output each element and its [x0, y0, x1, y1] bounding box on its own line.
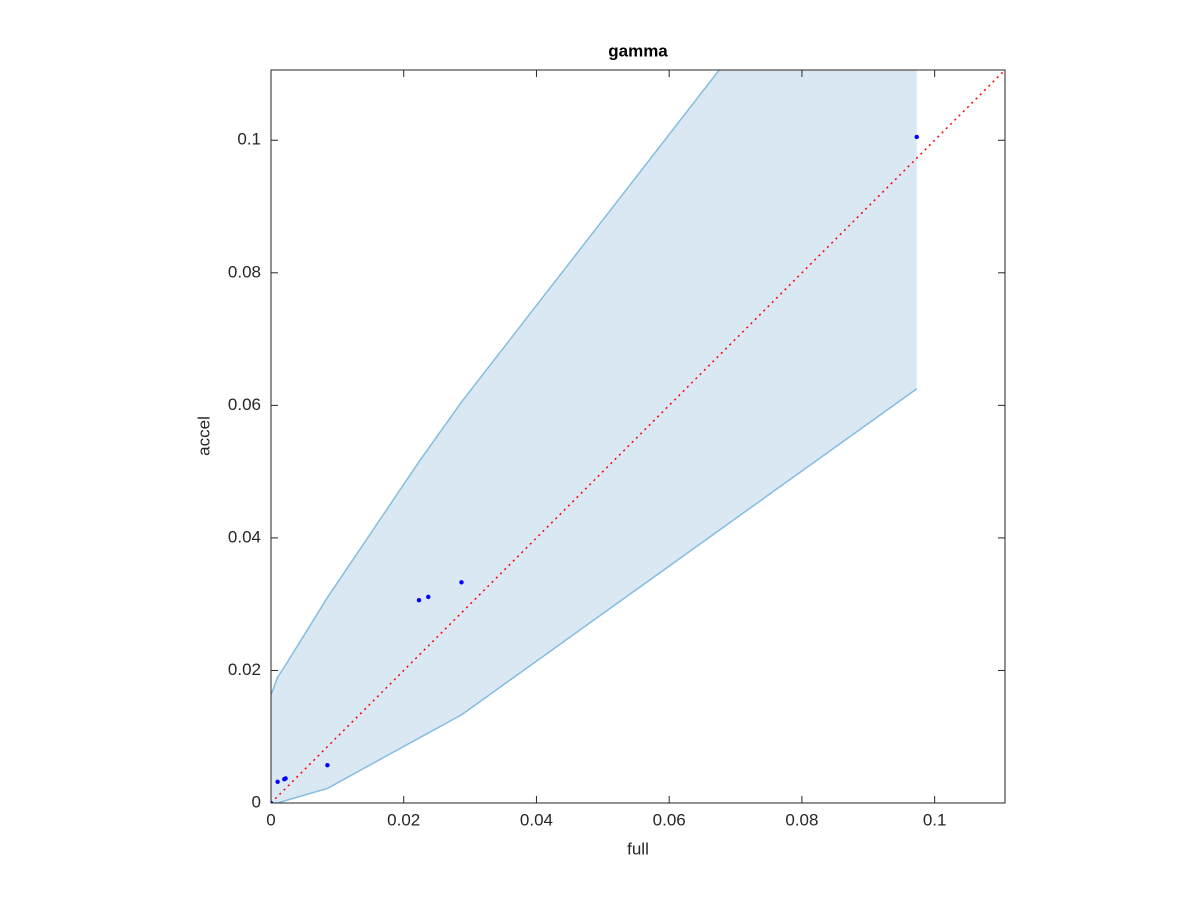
x-tick-label: 0.1: [923, 810, 947, 829]
point: [459, 580, 464, 585]
point: [426, 594, 431, 600]
point: [271, 800, 274, 803]
chart-title: gamma: [608, 41, 668, 60]
point: [275, 779, 280, 784]
x-tick-label: 0.02: [387, 810, 420, 829]
x-tick-label: 0.06: [653, 810, 686, 829]
y-axis-label: accel: [194, 416, 213, 456]
y-tick-label: 0.04: [228, 527, 261, 546]
y-tick-label: 0.02: [228, 660, 261, 679]
band-upper-edge: [271, 70, 721, 696]
x-tick-label: 0.08: [785, 810, 818, 829]
plot-area: [271, 70, 1005, 803]
point: [283, 776, 288, 781]
x-tick-label: 0.04: [520, 810, 553, 829]
y-tick-label: 0: [252, 792, 261, 811]
point: [914, 134, 919, 140]
axes-box: [270, 69, 1006, 804]
point: [416, 597, 422, 603]
y-tick-label: 0.1: [237, 130, 261, 149]
y-tick-label: 0.06: [228, 395, 261, 414]
y-tick-label: 0.08: [228, 262, 261, 281]
reference-line: [271, 70, 1005, 803]
band-lower-edge: [271, 388, 918, 803]
confidence-band: [271, 70, 917, 803]
x-tick-label: 0: [266, 810, 275, 829]
point: [325, 763, 330, 768]
x-axis-label: full: [627, 839, 649, 858]
